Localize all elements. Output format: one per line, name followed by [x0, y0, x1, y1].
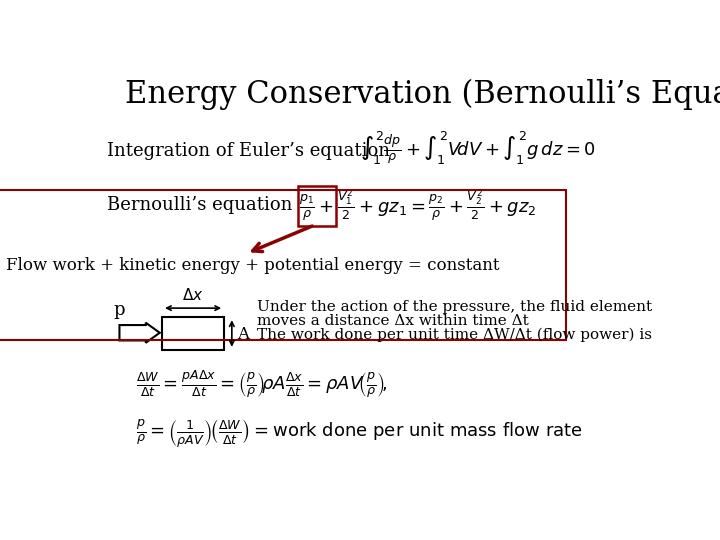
FancyArrow shape [120, 323, 160, 343]
Text: $\frac{\Delta W}{\Delta t} = \frac{p A \Delta x}{\Delta t} = \left(\frac{p}{\rho: $\frac{\Delta W}{\Delta t} = \frac{p A \… [137, 368, 388, 400]
Text: moves a distance Δx within time Δt: moves a distance Δx within time Δt [256, 314, 528, 328]
Text: The work done per unit time ΔW/Δt (flow power) is: The work done per unit time ΔW/Δt (flow … [256, 328, 652, 342]
Bar [162, 318, 224, 350]
Text: p: p [113, 301, 125, 319]
Text: $\frac{p_1}{\rho} + \frac{V_1^2}{2} + gz_1 = \frac{p_2}{\rho} + \frac{V_2^2}{2} : $\frac{p_1}{\rho} + \frac{V_1^2}{2} + gz… [300, 187, 536, 223]
Text: $\frac{p}{\rho} = \left(\frac{1}{\rho A V}\right)\!\left(\frac{\Delta W}{\Delta : $\frac{p}{\rho} = \left(\frac{1}{\rho A … [137, 418, 583, 450]
Text: Energy Conservation (Bernoulli’s Equation): Energy Conservation (Bernoulli’s Equatio… [125, 78, 720, 110]
Text: Integration of Euler’s equation: Integration of Euler’s equation [107, 142, 390, 160]
Text: $\int_1^2 \frac{dp}{\rho} + \int_1^2 V\!dV + \int_1^2 g\,dz = 0$: $\int_1^2 \frac{dp}{\rho} + \int_1^2 V\!… [360, 130, 595, 166]
Text: Under the action of the pressure, the fluid element: Under the action of the pressure, the fl… [256, 300, 652, 314]
Text: A: A [238, 326, 249, 343]
Text: Bernoulli’s equation: Bernoulli’s equation [107, 196, 292, 214]
Text: $\Delta x$: $\Delta x$ [182, 287, 204, 303]
Text: Flow work + kinetic energy + potential energy = constant: Flow work + kinetic energy + potential e… [6, 256, 500, 273]
